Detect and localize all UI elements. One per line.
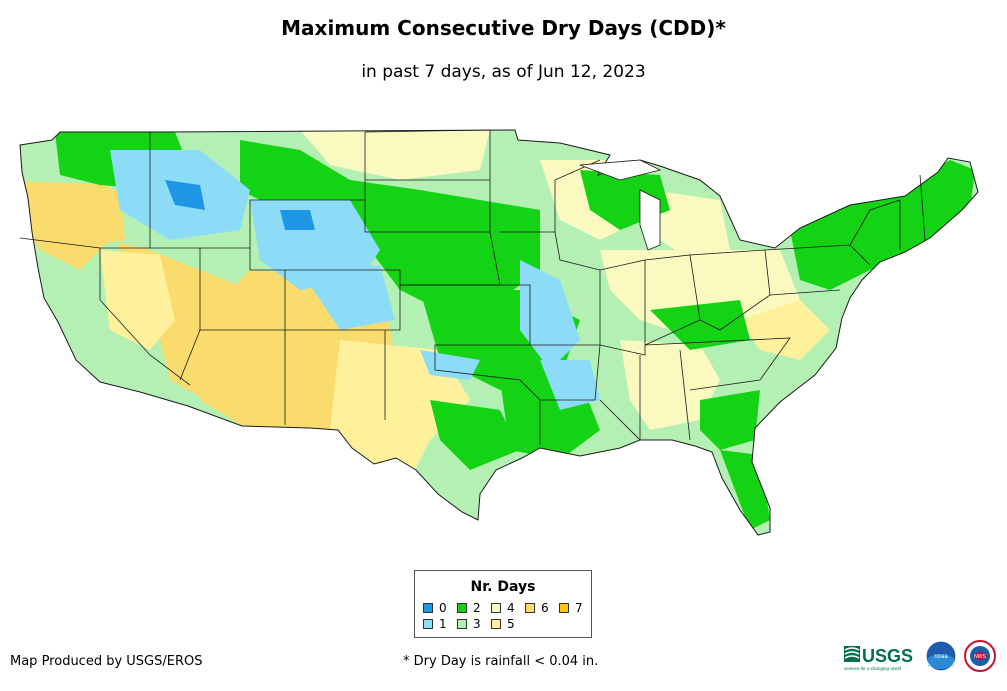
region-wyoming-0 xyxy=(280,210,315,230)
nws-wordmark: NWS xyxy=(974,654,986,660)
legend-item-2: 2 xyxy=(457,601,481,615)
legend-item-7: 7 xyxy=(559,601,583,615)
us-dry-days-map xyxy=(0,120,1007,560)
map-subtitle: in past 7 days, as of Jun 12, 2023 xyxy=(0,62,1007,82)
legend: Nr. Days 0 1 2 3 4 5 6 7 xyxy=(414,570,592,638)
legend-label-5: 5 xyxy=(507,617,515,631)
legend-label-2: 2 xyxy=(473,601,481,615)
legend-item-5: 5 xyxy=(491,617,515,631)
agency-logos: USGS science for a changing world noaa N… xyxy=(842,638,1002,678)
legend-swatch-7 xyxy=(559,603,569,613)
region-oregon-6 xyxy=(20,190,125,250)
legend-label-4: 4 xyxy=(507,601,515,615)
legend-item-0: 0 xyxy=(423,601,447,615)
legend-swatch-1 xyxy=(423,619,433,629)
usgs-wordmark: USGS xyxy=(862,646,913,666)
nws-logo: NWS xyxy=(965,641,995,671)
map-credit: Map Produced by USGS/EROS xyxy=(10,654,203,669)
legend-label-1: 1 xyxy=(439,617,447,631)
legend-item-6: 6 xyxy=(525,601,549,615)
usgs-tagline: science for a changing world xyxy=(844,666,902,671)
legend-label-3: 3 xyxy=(473,617,481,631)
legend-item-1: 1 xyxy=(423,617,447,631)
region-northeast-2 xyxy=(790,160,975,290)
map-title: Maximum Consecutive Dry Days (CDD)* xyxy=(0,16,1007,40)
legend-swatch-3 xyxy=(457,619,467,629)
noaa-wordmark: noaa xyxy=(934,654,948,660)
noaa-logo: noaa xyxy=(926,641,956,671)
usgs-logo: USGS science for a changing world xyxy=(844,646,913,671)
legend-swatch-5 xyxy=(491,619,501,629)
legend-swatch-0 xyxy=(423,603,433,613)
legend-label-6: 6 xyxy=(541,601,549,615)
legend-swatch-6 xyxy=(525,603,535,613)
legend-label-0: 0 xyxy=(439,601,447,615)
legend-item-4: 4 xyxy=(491,601,515,615)
legend-swatch-4 xyxy=(491,603,501,613)
legend-swatch-2 xyxy=(457,603,467,613)
legend-item-3: 3 xyxy=(457,617,481,631)
legend-title: Nr. Days xyxy=(415,579,591,595)
dry-day-footnote: * Dry Day is rainfall < 0.04 in. xyxy=(403,654,598,669)
legend-label-7: 7 xyxy=(575,601,583,615)
